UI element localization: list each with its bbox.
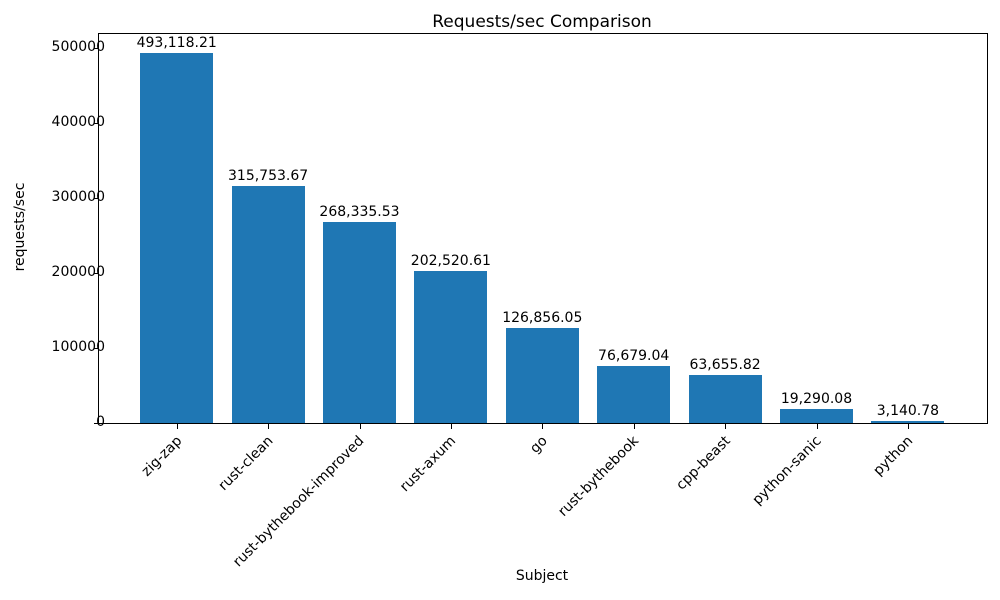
- y-axis-tick-label: 200000: [51, 264, 105, 280]
- bar-python: [871, 420, 945, 423]
- bar-value-label: 268,335.53: [319, 203, 400, 220]
- x-axis-tick-label: cpp-beast: [673, 433, 734, 494]
- y-axis-tick: [94, 122, 99, 124]
- bar-value-label: 19,290.08: [780, 390, 853, 407]
- x-axis-tick: [268, 424, 270, 429]
- bar-rust-axum: [414, 271, 488, 423]
- x-axis-tick: [542, 424, 544, 429]
- bar-value-label: 315,753.67: [228, 168, 309, 185]
- y-axis-tick: [94, 47, 99, 49]
- bar-rust-bythebook-improved: [323, 221, 396, 423]
- x-axis-tick-label: go: [526, 433, 551, 457]
- x-axis-tick: [450, 424, 452, 429]
- x-axis-tick: [725, 424, 727, 429]
- x-axis-tick-label: zig-zap: [138, 433, 186, 480]
- x-axis-tick: [907, 424, 909, 429]
- x-axis-tick: [176, 424, 178, 429]
- bar-rust-clean: [231, 186, 305, 423]
- x-axis-tick: [816, 424, 818, 429]
- bar-go: [505, 327, 579, 423]
- y-axis-label: requests/sec: [12, 182, 28, 272]
- y-axis-tick-label: 400000: [51, 114, 105, 130]
- bar-value-label: 493,118.21: [136, 35, 217, 52]
- y-axis-tick-label: 100000: [51, 339, 105, 355]
- bar-value-label: 63,655.82: [689, 357, 761, 374]
- bar-python-sanic: [780, 408, 853, 423]
- bar-value-label: 76,679.04: [598, 347, 670, 364]
- x-axis-tick-label: rust-bythebook: [555, 433, 643, 520]
- plot-area: 493,118.21 zig-zap 315,753.67 rust-clean 268…: [94, 33, 988, 570]
- y-axis-tick-label: 0: [96, 414, 105, 430]
- y-axis-tick: [94, 272, 99, 274]
- x-axis-tick-label: python: [870, 433, 917, 479]
- x-axis-tick: [359, 424, 361, 429]
- bar-cpp-beast: [688, 375, 762, 423]
- y-axis-tick: [94, 347, 99, 349]
- x-axis-tick-label: python-sanic: [749, 433, 825, 509]
- y-axis-tick-label: 300000: [51, 189, 105, 205]
- x-axis-tick-label: rust-axum: [397, 433, 460, 496]
- x-axis-label: Subject: [515, 568, 569, 584]
- y-axis-tick: [94, 422, 99, 424]
- y-axis-tick-label: 500000: [51, 39, 105, 55]
- bar-value-label: 202,520.61: [410, 253, 491, 270]
- y-axis-tick: [94, 197, 99, 199]
- bar-rust-bythebook: [597, 365, 671, 423]
- x-axis-tick: [633, 424, 635, 429]
- bar-value-label: 3,140.78: [876, 402, 940, 419]
- chart-title: Requests/sec Comparison: [432, 12, 652, 32]
- x-axis-tick-label: rust-clean: [215, 433, 277, 494]
- bar-zig-zap: [140, 53, 214, 423]
- bar-value-label: 126,856.05: [502, 309, 583, 326]
